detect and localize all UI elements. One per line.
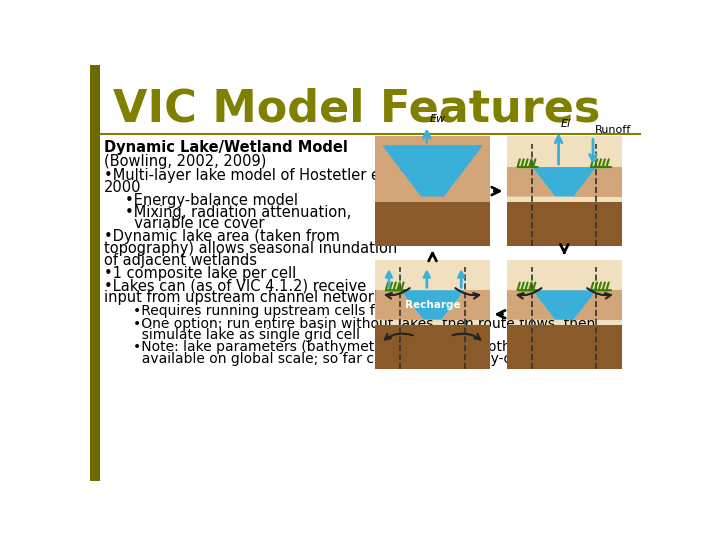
- Text: input from upstream channel network:: input from upstream channel network:: [104, 291, 387, 306]
- Bar: [375, 137, 490, 246]
- Text: •Mixing, radiation attenuation,: •Mixing, radiation attenuation,: [125, 205, 351, 220]
- Text: •Multi-layer lake model of Hostetler et al.: •Multi-layer lake model of Hostetler et …: [104, 168, 408, 183]
- Text: topography) allows seasonal inundation: topography) allows seasonal inundation: [104, 241, 397, 256]
- Text: •Lakes can (as of VIC 4.1.2) receive: •Lakes can (as of VIC 4.1.2) receive: [104, 278, 366, 293]
- Text: Dynamic Lake/Wetland Model: Dynamic Lake/Wetland Model: [104, 140, 348, 156]
- Polygon shape: [507, 167, 555, 197]
- Polygon shape: [375, 145, 421, 197]
- Text: Ew: Ew: [430, 114, 446, 124]
- Text: Recharge: Recharge: [405, 300, 460, 310]
- Text: •Dynamic lake area (taken from: •Dynamic lake area (taken from: [104, 229, 340, 244]
- Text: •1 composite lake per cell: •1 composite lake per cell: [104, 266, 296, 281]
- Bar: [375, 137, 490, 145]
- Text: El: El: [561, 119, 571, 129]
- Bar: [375, 202, 490, 246]
- Text: available on global scale; so far calibrating case-by-case: available on global scale; so far calibr…: [132, 352, 535, 366]
- Polygon shape: [573, 290, 621, 320]
- Text: •One option: run entire basin without lakes, then route flows, then: •One option: run entire basin without la…: [132, 316, 595, 330]
- Text: •Energy-balance model: •Energy-balance model: [125, 193, 298, 207]
- Text: variable ice cover: variable ice cover: [125, 217, 264, 232]
- Text: VIC Model Features: VIC Model Features: [113, 88, 600, 131]
- Text: (Bowling, 2002, 2009): (Bowling, 2002, 2009): [104, 154, 266, 169]
- Bar: [90, 65, 100, 481]
- Text: Runoff: Runoff: [595, 125, 631, 135]
- Text: simulate lake as single grid cell: simulate lake as single grid cell: [132, 328, 359, 342]
- Polygon shape: [532, 167, 596, 197]
- Text: of adjacent wetlands: of adjacent wetlands: [104, 253, 257, 268]
- Polygon shape: [507, 290, 555, 320]
- Bar: [507, 260, 621, 369]
- Polygon shape: [444, 145, 490, 197]
- Bar: [375, 260, 490, 369]
- Text: 2000: 2000: [104, 180, 141, 195]
- Bar: [375, 325, 490, 369]
- Polygon shape: [573, 167, 621, 197]
- Bar: [507, 137, 621, 246]
- Polygon shape: [375, 290, 423, 320]
- Bar: [507, 202, 621, 246]
- Polygon shape: [382, 145, 483, 197]
- Polygon shape: [442, 290, 490, 320]
- Bar: [507, 325, 621, 369]
- Polygon shape: [400, 290, 464, 320]
- Text: •Note: lake parameters (bathymetry, wfrac, mindepth, etc) not: •Note: lake parameters (bathymetry, wfra…: [132, 340, 573, 354]
- Polygon shape: [532, 290, 596, 320]
- Text: •Requires running upstream cells first: •Requires running upstream cells first: [132, 304, 397, 318]
